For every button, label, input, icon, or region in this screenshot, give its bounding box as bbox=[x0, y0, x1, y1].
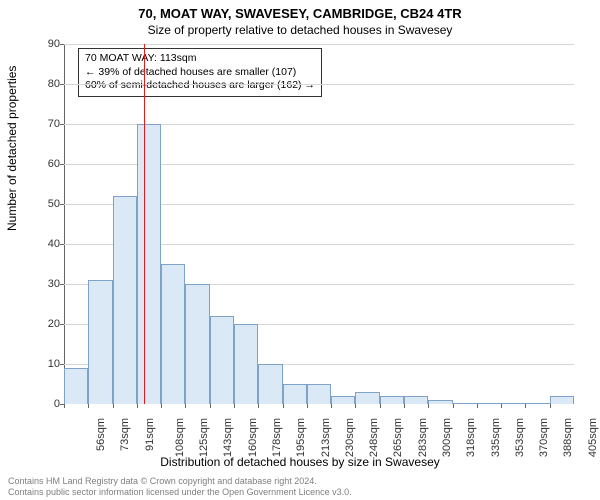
histogram-bar bbox=[234, 324, 258, 404]
y-tick-mark bbox=[60, 84, 64, 85]
x-tick-label: 195sqm bbox=[295, 418, 307, 457]
x-tick-mark bbox=[234, 404, 235, 408]
histogram-bar bbox=[477, 403, 501, 404]
y-tick-label: 20 bbox=[34, 318, 60, 330]
x-tick-mark bbox=[88, 404, 89, 408]
x-tick-label: 160sqm bbox=[247, 418, 259, 457]
annotation-line2: ← 39% of detached houses are smaller (10… bbox=[85, 66, 315, 80]
annotation-box: 70 MOAT WAY: 113sqm ← 39% of detached ho… bbox=[78, 48, 322, 97]
x-tick-label: 318sqm bbox=[465, 418, 477, 457]
y-tick-mark bbox=[60, 204, 64, 205]
histogram-bar bbox=[210, 316, 234, 404]
y-tick-label: 80 bbox=[34, 78, 60, 90]
y-tick-label: 90 bbox=[34, 38, 60, 50]
histogram-bar bbox=[64, 368, 88, 404]
attribution-line1: Contains HM Land Registry data © Crown c… bbox=[8, 476, 352, 487]
y-axis-line bbox=[64, 44, 65, 404]
x-tick-label: 265sqm bbox=[393, 418, 405, 457]
x-tick-label: 108sqm bbox=[174, 418, 186, 457]
x-tick-label: 353sqm bbox=[514, 418, 526, 457]
x-tick-label: 248sqm bbox=[368, 418, 380, 457]
histogram-bar bbox=[550, 396, 574, 404]
x-tick-mark bbox=[380, 404, 381, 408]
y-tick-mark bbox=[60, 364, 64, 365]
chart-container: 70, MOAT WAY, SWAVESEY, CAMBRIDGE, CB24 … bbox=[0, 0, 600, 500]
histogram-bar bbox=[113, 196, 137, 404]
x-tick-mark bbox=[210, 404, 211, 408]
x-tick-mark bbox=[161, 404, 162, 408]
histogram-bar bbox=[404, 396, 428, 404]
x-tick-mark bbox=[307, 404, 308, 408]
x-tick-label: 213sqm bbox=[320, 418, 332, 457]
plot-area: 70 MOAT WAY: 113sqm ← 39% of detached ho… bbox=[64, 44, 574, 404]
x-tick-mark bbox=[185, 404, 186, 408]
annotation-line1: 70 MOAT WAY: 113sqm bbox=[85, 52, 315, 66]
y-tick-label: 0 bbox=[34, 398, 60, 410]
x-tick-label: 56sqm bbox=[95, 418, 107, 451]
y-tick-mark bbox=[60, 244, 64, 245]
y-tick-mark bbox=[60, 124, 64, 125]
x-tick-mark bbox=[550, 404, 551, 408]
x-tick-mark bbox=[113, 404, 114, 408]
y-tick-label: 50 bbox=[34, 198, 60, 210]
x-tick-label: 388sqm bbox=[563, 418, 575, 457]
x-tick-mark bbox=[283, 404, 284, 408]
x-tick-label: 91sqm bbox=[144, 418, 156, 451]
x-tick-mark bbox=[331, 404, 332, 408]
marker-line bbox=[144, 44, 145, 404]
histogram-bar bbox=[453, 403, 477, 404]
x-tick-label: 405sqm bbox=[587, 418, 599, 457]
x-tick-label: 178sqm bbox=[271, 418, 283, 457]
x-tick-label: 335sqm bbox=[490, 418, 502, 457]
y-tick-label: 40 bbox=[34, 238, 60, 250]
x-tick-label: 73sqm bbox=[119, 418, 131, 451]
histogram-bar bbox=[161, 264, 185, 404]
grid-line bbox=[64, 84, 574, 85]
histogram-bar bbox=[355, 392, 379, 404]
x-tick-label: 300sqm bbox=[441, 418, 453, 457]
x-tick-mark bbox=[355, 404, 356, 408]
x-tick-mark bbox=[64, 404, 65, 408]
attribution: Contains HM Land Registry data © Crown c… bbox=[8, 476, 352, 498]
histogram-bar bbox=[185, 284, 209, 404]
histogram-bar bbox=[331, 396, 355, 404]
grid-line bbox=[64, 44, 574, 45]
x-tick-label: 283sqm bbox=[417, 418, 429, 457]
histogram-bar bbox=[525, 403, 549, 404]
histogram-bar bbox=[501, 403, 525, 404]
y-tick-label: 30 bbox=[34, 278, 60, 290]
x-tick-mark bbox=[428, 404, 429, 408]
histogram-bar bbox=[283, 384, 307, 404]
x-tick-mark bbox=[404, 404, 405, 408]
y-tick-mark bbox=[60, 324, 64, 325]
annotation-line3: 60% of semi-detached houses are larger (… bbox=[85, 79, 315, 93]
histogram-bar bbox=[380, 396, 404, 404]
attribution-line2: Contains public sector information licen… bbox=[8, 487, 352, 498]
y-tick-mark bbox=[60, 284, 64, 285]
histogram-bar bbox=[307, 384, 331, 404]
y-tick-mark bbox=[60, 44, 64, 45]
y-tick-mark bbox=[60, 164, 64, 165]
x-tick-mark bbox=[137, 404, 138, 408]
chart-subtitle: Size of property relative to detached ho… bbox=[0, 21, 600, 37]
histogram-bar bbox=[428, 400, 452, 404]
histogram-bar bbox=[88, 280, 112, 404]
x-tick-mark bbox=[525, 404, 526, 408]
histogram-bar bbox=[137, 124, 161, 404]
x-tick-mark bbox=[477, 404, 478, 408]
y-tick-label: 10 bbox=[34, 358, 60, 370]
x-tick-label: 370sqm bbox=[538, 418, 550, 457]
chart-main-title: 70, MOAT WAY, SWAVESEY, CAMBRIDGE, CB24 … bbox=[0, 0, 600, 21]
histogram-bar bbox=[258, 364, 282, 404]
x-tick-label: 230sqm bbox=[344, 418, 356, 457]
x-tick-label: 125sqm bbox=[198, 418, 210, 457]
y-tick-label: 60 bbox=[34, 158, 60, 170]
x-tick-mark bbox=[258, 404, 259, 408]
y-tick-label: 70 bbox=[34, 118, 60, 130]
x-tick-label: 143sqm bbox=[223, 418, 235, 457]
x-tick-mark bbox=[453, 404, 454, 408]
y-axis-title: Number of detached properties bbox=[5, 66, 19, 231]
x-tick-mark bbox=[501, 404, 502, 408]
